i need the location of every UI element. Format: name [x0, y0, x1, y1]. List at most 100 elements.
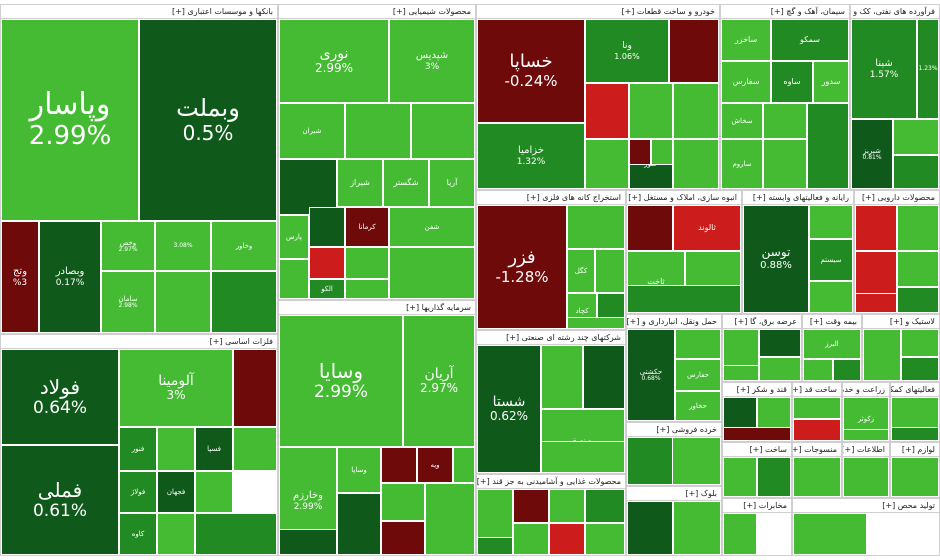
stock-tile[interactable]: وساپا: [337, 447, 381, 493]
stock-tile[interactable]: [309, 207, 345, 247]
stock-tile[interactable]: پارس: [279, 215, 309, 259]
stock-tile[interactable]: شیراز: [337, 159, 383, 207]
stock-tile[interactable]: [195, 513, 277, 555]
sector-title[interactable]: منسوجات [+]: [793, 443, 841, 457]
sector-title[interactable]: حمل ونقل، انبارداری و [+]: [627, 315, 721, 329]
stock-tile[interactable]: سامان 2.98%: [101, 271, 155, 333]
stock-tile[interactable]: کگل: [567, 249, 595, 293]
stock-tile[interactable]: وتج %3: [1, 221, 39, 333]
sector-title[interactable]: قند و شکر [+]: [723, 383, 791, 397]
stock-tile[interactable]: حکشتی 0.68%: [627, 329, 675, 421]
stock-tile[interactable]: ونا 1.06%: [585, 19, 669, 83]
stock-tile[interactable]: [669, 19, 719, 83]
stock-tile[interactable]: [897, 251, 939, 287]
stock-tile[interactable]: [585, 83, 629, 139]
stock-tile[interactable]: [901, 329, 939, 357]
stock-tile[interactable]: [651, 139, 673, 165]
stock-tile[interactable]: [855, 293, 897, 313]
stock-tile[interactable]: [723, 365, 759, 381]
stock-tile[interactable]: ثالوند: [673, 205, 741, 251]
stock-tile[interactable]: [763, 139, 807, 189]
stock-tile[interactable]: [891, 457, 939, 497]
stock-tile[interactable]: [381, 447, 417, 483]
stock-tile[interactable]: [843, 457, 889, 497]
stock-tile[interactable]: [233, 427, 277, 471]
stock-tile[interactable]: [763, 103, 807, 139]
stock-tile[interactable]: فنور: [119, 427, 157, 471]
stock-tile[interactable]: [723, 513, 757, 555]
stock-tile[interactable]: [793, 457, 841, 497]
stock-tile[interactable]: [477, 537, 513, 555]
sector-title[interactable]: بانکها و موسسات اعتباری [+]: [1, 5, 277, 19]
stock-tile[interactable]: [211, 271, 277, 333]
stock-tile[interactable]: [541, 345, 583, 409]
stock-tile[interactable]: آریان 2.97%: [403, 315, 475, 447]
stock-tile[interactable]: [585, 523, 625, 555]
stock-tile[interactable]: [897, 287, 939, 313]
stock-tile[interactable]: شگستر: [383, 159, 429, 207]
stock-tile[interactable]: [723, 457, 757, 497]
stock-tile[interactable]: 1.23%: [917, 19, 939, 119]
stock-tile[interactable]: [411, 103, 475, 159]
stock-tile[interactable]: [585, 489, 625, 523]
stock-tile[interactable]: [549, 489, 585, 523]
sector-title[interactable]: سیمان، آهک و گچ [+]: [721, 5, 849, 19]
stock-tile[interactable]: [279, 259, 309, 299]
stock-tile[interactable]: [627, 285, 741, 313]
stock-tile[interactable]: ساخزر: [721, 19, 771, 61]
stock-tile[interactable]: [549, 523, 585, 555]
sector-title[interactable]: لوازم [+]: [891, 443, 939, 457]
stock-tile[interactable]: [901, 357, 939, 381]
stock-tile[interactable]: [337, 493, 381, 555]
stock-tile[interactable]: [381, 521, 425, 555]
sector-title[interactable]: محصولات شیمیایی [+]: [279, 5, 475, 19]
stock-tile[interactable]: [855, 205, 897, 251]
stock-tile[interactable]: ویه: [417, 447, 453, 483]
stock-tile[interactable]: وخص 2.97%: [101, 221, 155, 271]
stock-tile[interactable]: [891, 427, 939, 441]
stock-tile[interactable]: [567, 317, 625, 329]
stock-tile[interactable]: [673, 501, 721, 555]
stock-tile[interactable]: [757, 457, 791, 497]
stock-tile[interactable]: ساوه: [771, 61, 813, 103]
sector-title[interactable]: لاستیک و [+]: [863, 315, 939, 329]
stock-tile[interactable]: نوری 2.99%: [279, 19, 389, 103]
stock-tile[interactable]: [425, 483, 475, 555]
sector-title[interactable]: خودرو و ساخت قطعات [+]: [477, 5, 719, 19]
stock-tile[interactable]: کاوه: [119, 513, 157, 555]
sector-title[interactable]: انبوه سازی، املاک و مستغل [+]: [627, 191, 741, 205]
stock-tile[interactable]: [627, 437, 673, 485]
sector-title[interactable]: فرآورده های نفتی، کک و سو [+]: [851, 5, 939, 19]
stock-tile[interactable]: البرز: [803, 329, 861, 359]
sector-title[interactable]: خرده فروشی [+]: [627, 423, 721, 437]
stock-tile[interactable]: [595, 249, 625, 293]
stock-tile[interactable]: کرمانا: [345, 207, 389, 247]
stock-tile[interactable]: [629, 139, 651, 165]
stock-tile[interactable]: فسپا: [195, 427, 233, 471]
stock-tile[interactable]: [627, 205, 673, 251]
stock-tile[interactable]: [863, 329, 901, 381]
stock-tile[interactable]: وخاور: [211, 221, 277, 271]
stock-tile[interactable]: [583, 345, 625, 409]
sector-title[interactable]: سرمایه گذاریها [+]: [279, 301, 475, 315]
stock-tile[interactable]: [195, 471, 233, 513]
stock-tile[interactable]: [541, 441, 625, 473]
stock-tile[interactable]: [793, 419, 841, 441]
stock-tile[interactable]: [897, 205, 939, 251]
stock-tile[interactable]: سمکو: [771, 19, 849, 61]
stock-tile[interactable]: [673, 83, 719, 139]
sector-title[interactable]: بلوک [+]: [627, 487, 721, 501]
stock-tile[interactable]: ساروم: [721, 139, 763, 189]
stock-tile[interactable]: حخاور: [675, 391, 721, 421]
stock-tile[interactable]: فملی 0.61%: [1, 445, 119, 555]
stock-tile[interactable]: [793, 513, 867, 555]
stock-tile[interactable]: [453, 447, 475, 483]
stock-tile[interactable]: توسن 0.88%: [743, 205, 809, 313]
sector-title[interactable]: محصولات دارویی [+]: [855, 191, 939, 205]
stock-tile[interactable]: [673, 139, 719, 189]
stock-tile[interactable]: [279, 529, 337, 555]
sector-title[interactable]: بیمه وقت [+]: [803, 315, 861, 329]
stock-tile[interactable]: [157, 427, 195, 471]
sector-title[interactable]: تولید محص [+]: [793, 499, 939, 513]
stock-tile[interactable]: شپدیس 3%: [389, 19, 475, 103]
